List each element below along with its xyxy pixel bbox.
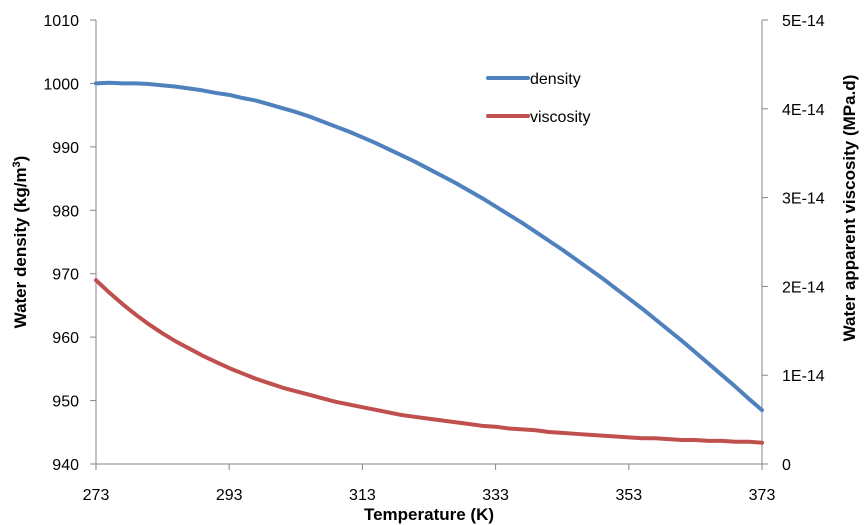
- x-axis-title: Temperature (K): [364, 505, 494, 524]
- y-left-axis-title: Water density (kg/m3): [11, 156, 30, 329]
- y-right-tick-label: 3E-14: [782, 191, 825, 208]
- y-left-tick-label: 940: [52, 457, 79, 474]
- x-tick-label: 353: [615, 487, 642, 504]
- y-right-tick-label: 2E-14: [782, 279, 825, 296]
- y-right-tick-label: 5E-14: [782, 13, 825, 30]
- x-tick-label: 293: [216, 487, 243, 504]
- x-tick-label: 273: [83, 487, 110, 504]
- y-right-tick-label: 1E-14: [782, 368, 825, 385]
- y-left-tick-label: 950: [52, 394, 79, 411]
- y-left-axis-title-superscript: 3: [11, 161, 23, 167]
- legend-label-density: density: [530, 71, 581, 88]
- y-left-tick-label: 960: [52, 330, 79, 347]
- y-left-tick-label: 990: [52, 140, 79, 157]
- legend: density viscosity: [486, 71, 590, 126]
- y-right-axis-title: Water apparent viscosity (MPa.d): [840, 75, 859, 342]
- y-left-tick-label: 1010: [43, 13, 79, 30]
- x-tick-label: 333: [482, 487, 509, 504]
- y-left-tick-label: 970: [52, 267, 79, 284]
- axes: [95, 20, 763, 465]
- x-ticks: 273 293 313 333 353 373: [83, 464, 776, 504]
- y-left-tick-label: 1000: [43, 76, 79, 93]
- series-layer: [94, 80, 764, 445]
- x-tick-label: 373: [749, 487, 776, 504]
- y-right-tick-label: 0: [782, 457, 791, 474]
- series-line-viscosity: [94, 278, 764, 445]
- y-right-tick-label: 4E-14: [782, 102, 825, 119]
- legend-label-viscosity: viscosity: [530, 109, 590, 126]
- series-line-density: [94, 80, 764, 413]
- y-left-tick-label: 980: [52, 203, 79, 220]
- y-right-ticks: 0 1E-14 2E-14 3E-14 4E-14 5E-14: [762, 13, 825, 474]
- y-left-axis-title-main: Water density (kg/m: [11, 167, 30, 328]
- y-left-axis-title-end: ): [11, 156, 30, 162]
- y-left-ticks: 940 950 960 970 980 990 1000 1010: [43, 13, 96, 474]
- x-tick-label: 313: [349, 487, 376, 504]
